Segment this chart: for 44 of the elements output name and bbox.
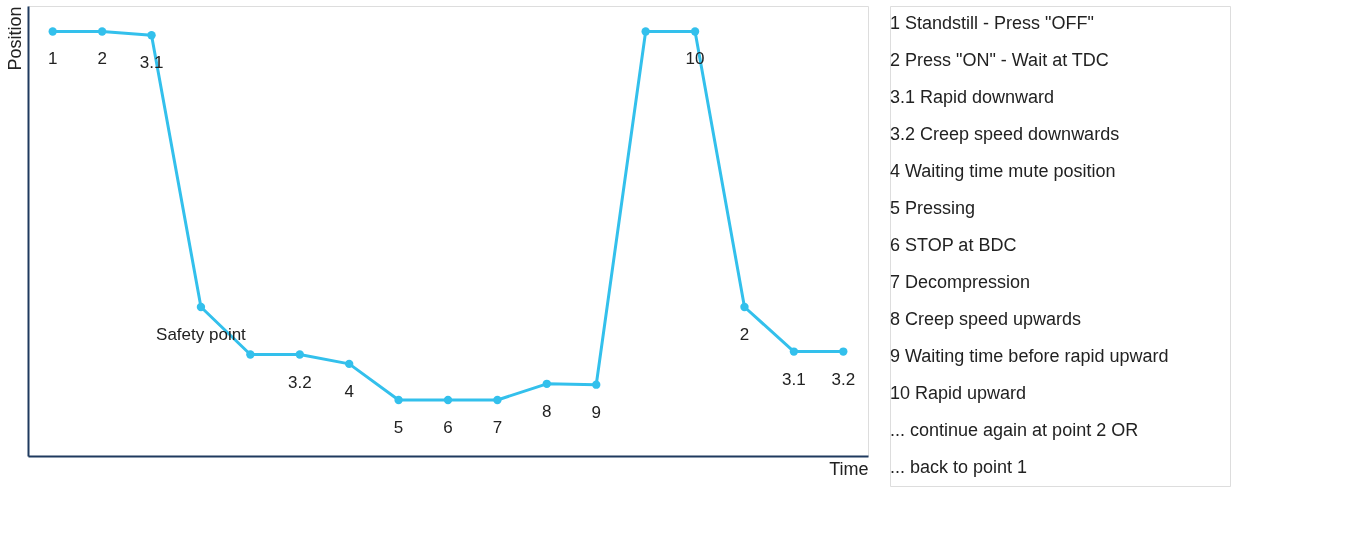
text: 6 STOP at BDC [890,235,1017,255]
text: 2 Press "ON" - Wait at TDC [890,50,1109,71]
point [147,31,156,40]
annotation: 7 [492,417,503,437]
text: 7 Decompression [890,271,1031,292]
annotation: 6 [443,417,453,437]
point [97,27,107,36]
point [344,359,354,369]
annotation: 4 [344,381,354,401]
text: ... back to point 1 [890,456,1028,477]
point [295,350,304,359]
annotation: 5 [393,417,404,437]
point [690,27,700,36]
point [592,380,601,389]
point [394,395,403,405]
text: 10 Rapid upward [890,382,1027,403]
x-axis-title: Time [829,458,869,479]
annotation: 2 [739,324,750,344]
point [493,395,502,405]
point [246,350,255,359]
point [641,27,650,36]
text: 1 Standstill - Press "OFF" [890,13,1094,34]
text: ... continue again at point 2 OR [890,419,1139,440]
annotation: 8 [542,401,552,421]
annotation: 9 [591,402,601,422]
annotation: 3.2 [287,372,312,392]
text: 5 Pressing [890,198,976,219]
annotation: 3.2 [831,369,856,389]
point [839,347,848,356]
text: 8 Creep speed upwards [890,308,1082,329]
text: 3.1 Rapid downward [890,87,1055,108]
point [740,302,749,312]
point [789,347,799,356]
text: 9 Waiting time before rapid upward [890,345,1169,366]
point [443,395,453,405]
annotation: 2 [97,49,107,69]
y-axis-title: Position [4,6,25,71]
annotation: 1 [47,49,58,69]
point [196,302,206,312]
annotation: 3.1 [782,369,806,389]
text: 3.2 Creep speed downwards [890,124,1120,145]
point [542,379,552,388]
point [48,27,57,36]
text: 4 Waiting time mute position [890,161,1116,182]
